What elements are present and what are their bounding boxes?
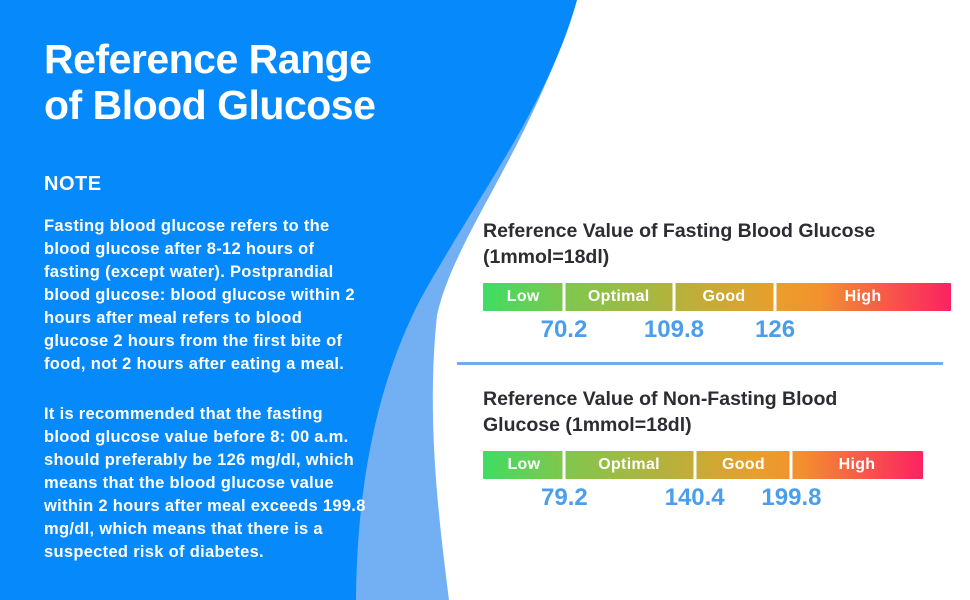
note-p2-line: mg/dl, which means that there is a xyxy=(44,520,323,538)
non-fasting-chart-title-line-2: Glucose (1mmol=18dl) xyxy=(483,414,692,436)
charts-divider-line xyxy=(457,362,943,365)
non-fasting-chart-title-line-1: Reference Value of Non-Fasting Blood xyxy=(483,388,838,410)
left-blue-panel: Reference Range of Blood Glucose NOTE Fa… xyxy=(0,0,470,600)
note-p2-line: means that the blood glucose value xyxy=(44,474,334,492)
fasting-chart-title-line-1: Reference Value of Fasting Blood Glucose xyxy=(483,220,876,242)
threshold-value: 79.2 xyxy=(541,484,588,511)
segment-label-good: Good xyxy=(702,288,746,305)
note-p1-line: blood glucose: blood glucose within 2 xyxy=(44,286,355,304)
threshold-value: 199.8 xyxy=(761,484,822,511)
segment-label-high: High xyxy=(844,288,882,305)
segment-divider xyxy=(672,283,676,311)
note-p1-line: food, not 2 hours after eating a meal. xyxy=(44,355,345,373)
segment-label-high: High xyxy=(838,456,876,473)
note-p1-line: blood glucose after 8-12 hours of xyxy=(44,240,315,258)
fasting-chart-title-line-2: (1mmol=18dl) xyxy=(483,246,610,268)
non-fasting-scale-bar: Low Optimal Good High xyxy=(483,451,923,479)
segment-divider xyxy=(562,283,566,311)
note-p1-line: Fasting blood glucose refers to the xyxy=(44,217,330,235)
note-p2-line: within 2 hours after meal exceeds 199.8 xyxy=(44,497,366,515)
fasting-threshold-values: 70.2 109.8 126 xyxy=(483,316,951,346)
non-fasting-chart-title: Reference Value of Non-Fasting Blood Glu… xyxy=(483,386,953,438)
segment-divider xyxy=(562,451,566,479)
segment-divider xyxy=(773,283,777,311)
non-fasting-threshold-values: 79.2 140.4 199.8 xyxy=(483,484,923,514)
threshold-value: 70.2 xyxy=(540,316,588,343)
threshold-value: 109.8 xyxy=(643,316,704,343)
threshold-value: 126 xyxy=(755,316,796,343)
page-title-line-2: of Blood Glucose xyxy=(44,82,376,128)
segment-label-optimal: Optimal xyxy=(587,288,650,305)
note-paragraph-1: Fasting blood glucose refers to the bloo… xyxy=(44,215,434,376)
segment-label-low: Low xyxy=(506,288,540,305)
note-p2-line: It is recommended that the fasting xyxy=(44,405,323,423)
segment-label-low: Low xyxy=(507,456,541,473)
note-p2-line: suspected risk of diabetes. xyxy=(44,543,264,561)
segment-divider xyxy=(693,451,697,479)
fasting-chart-title: Reference Value of Fasting Blood Glucose… xyxy=(483,218,953,270)
threshold-value: 140.4 xyxy=(664,484,725,511)
note-p1-line: fasting (except water). Postprandial xyxy=(44,263,334,281)
fasting-scale-bar: Low Optimal Good High xyxy=(483,283,951,311)
segment-label-optimal: Optimal xyxy=(598,456,660,473)
note-heading: NOTE xyxy=(44,173,102,195)
segment-label-good: Good xyxy=(721,456,765,473)
blue-panel-shape xyxy=(0,0,577,600)
note-p1-line: hours after meal refers to blood xyxy=(44,309,303,327)
page-title-line-1: Reference Range xyxy=(44,36,372,82)
segment-divider xyxy=(789,451,793,479)
note-p1-line: glucose 2 hours from the first bite of xyxy=(44,332,343,350)
note-p2-line: blood glucose value before 8: 00 a.m. xyxy=(44,428,349,446)
note-paragraph-2: It is recommended that the fasting blood… xyxy=(44,403,434,564)
note-p2-line: should preferably be 126 mg/dl, which xyxy=(44,451,355,469)
page-title: Reference Range of Blood Glucose xyxy=(44,36,376,128)
